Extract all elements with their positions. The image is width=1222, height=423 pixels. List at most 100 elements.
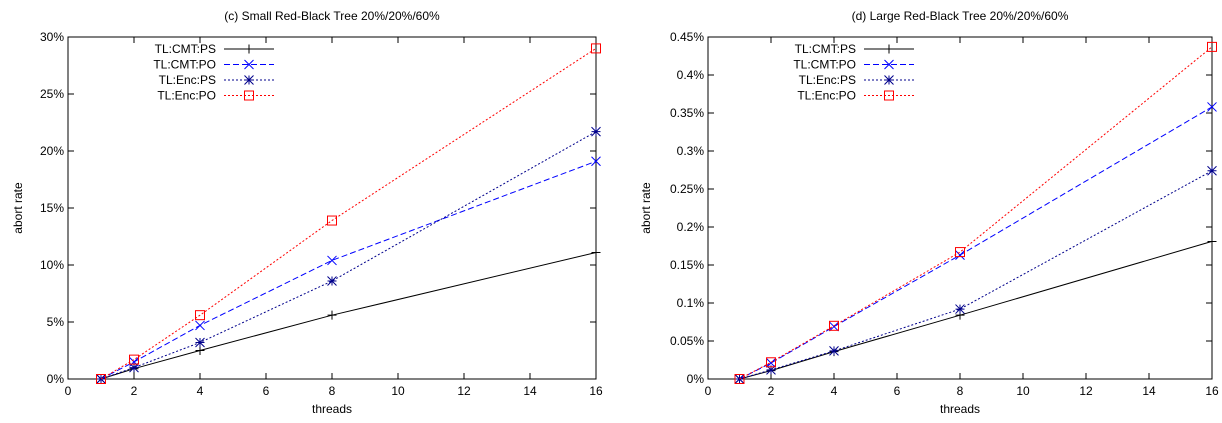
y-tick-label: 30%	[40, 30, 64, 44]
data-point	[129, 354, 139, 365]
y-tick-label: 0.35%	[670, 106, 704, 120]
legend-swatch-marker	[244, 90, 254, 101]
x-tick-label: 14	[523, 384, 537, 398]
legend-entry-label: TL:CMT:PO	[153, 58, 216, 72]
x-tick-label: 2	[131, 384, 138, 398]
data-point	[1207, 165, 1217, 176]
y-tick-label: 10%	[40, 258, 64, 272]
legend-entry-label: TL:Enc:PO	[797, 89, 856, 103]
plot-frame	[707, 36, 1213, 380]
y-tick-label: 20%	[40, 144, 64, 158]
chart-title: (d) Large Red-Black Tree 20%/20%/60%	[852, 9, 1069, 23]
data-point	[96, 374, 106, 384]
y-tick-label: 0.2%	[677, 220, 705, 234]
legend-swatch-marker	[244, 59, 254, 70]
data-point	[955, 247, 965, 258]
y-tick-label: 0.1%	[677, 296, 705, 310]
y-tick-label: 0.25%	[670, 182, 704, 196]
x-tick-label: 0	[705, 384, 712, 398]
x-tick-label: 10	[1016, 384, 1030, 398]
series-line	[739, 170, 1213, 380]
legend-entry-label: TL:Enc:PO	[157, 89, 216, 103]
series-line	[100, 47, 597, 380]
y-tick-label: 25%	[40, 87, 64, 101]
series-TL:Enc:PO	[734, 41, 1217, 384]
series-TL:CMT:PS	[96, 247, 601, 384]
data-point	[195, 346, 205, 355]
y-tick-label: 5%	[47, 315, 65, 329]
x-tick-label: 6	[894, 384, 901, 398]
data-point	[327, 310, 337, 320]
y-tick-label: 0.4%	[677, 68, 705, 82]
x-tick-label: 16	[1205, 384, 1219, 398]
chart-title: (c) Small Red-Black Tree 20%/20%/60%	[224, 9, 440, 23]
legend-swatch-marker	[244, 44, 254, 54]
y-axis-label: abort rate	[11, 182, 25, 234]
data-point	[195, 320, 205, 331]
legend-swatch-marker	[884, 44, 894, 54]
x-tick-label: 12	[457, 384, 471, 398]
plot-frame	[67, 36, 597, 380]
series-line	[739, 106, 1213, 380]
data-point	[1207, 236, 1217, 246]
legend-entry-label: TL:Enc:PS	[159, 73, 216, 87]
legend-entry-label: TL:CMT:PO	[793, 58, 856, 72]
legend-entry-label: TL:Enc:PS	[799, 73, 856, 87]
series-line	[100, 131, 597, 380]
data-point	[195, 310, 205, 321]
y-tick-label: 15%	[40, 201, 64, 215]
data-point	[591, 156, 601, 167]
y-tick-label: 0.3%	[677, 144, 705, 158]
x-tick-label: 4	[831, 384, 838, 398]
data-point	[129, 362, 139, 373]
data-point	[195, 337, 205, 348]
series-TL:Enc:PS	[734, 165, 1217, 384]
legend-swatch-marker	[244, 75, 254, 85]
chart-1: (c) Small Red-Black Tree 20%/20%/60% 0 2 4 6…	[11, 9, 603, 416]
legend-swatch-marker	[884, 90, 894, 101]
data-point	[829, 346, 839, 356]
chart-2: (d) Large Red-Black Tree 20%/20%/60% 0 2 4 6…	[639, 9, 1219, 416]
data-point	[1207, 41, 1217, 52]
data-point	[327, 255, 337, 266]
legend-swatch-marker	[884, 59, 894, 70]
data-point	[591, 126, 601, 137]
y-tick-label: 0.05%	[670, 334, 704, 348]
data-point	[766, 357, 776, 368]
x-tick-label: 2	[768, 384, 775, 398]
x-tick-label: 0	[65, 384, 72, 398]
series-line	[739, 46, 1213, 380]
x-tick-label: 6	[263, 384, 270, 398]
series-TL:CMT:PO	[96, 156, 601, 384]
x-axis-label: threads	[940, 402, 980, 416]
x-tick-label: 4	[197, 384, 204, 398]
legend-entry-label: TL:CMT:PS	[795, 42, 856, 56]
x-tick-label: 12	[1079, 384, 1093, 398]
x-tick-label: 10	[391, 384, 405, 398]
legend-entry-label: TL:CMT:PS	[155, 42, 216, 56]
x-tick-label: 8	[329, 384, 336, 398]
y-axis-label: abort rate	[639, 182, 653, 234]
data-point	[955, 250, 965, 260]
series-TL:Enc:PS	[96, 126, 601, 384]
series-TL:Enc:PO	[96, 43, 601, 384]
y-tick-label: 0%	[47, 372, 65, 386]
y-tick-label: 0.15%	[670, 258, 704, 272]
data-point	[829, 320, 839, 331]
data-point	[955, 304, 965, 314]
x-tick-label: 8	[957, 384, 964, 398]
x-axis-label: threads	[312, 402, 352, 416]
data-point	[734, 374, 745, 384]
data-point	[591, 247, 601, 257]
data-point	[327, 276, 337, 286]
legend-swatch-marker	[884, 75, 894, 85]
data-point	[766, 358, 776, 368]
y-tick-label: 0.45%	[670, 30, 704, 44]
x-tick-label: 16	[589, 384, 603, 398]
data-point	[766, 365, 776, 375]
data-point	[591, 43, 601, 54]
